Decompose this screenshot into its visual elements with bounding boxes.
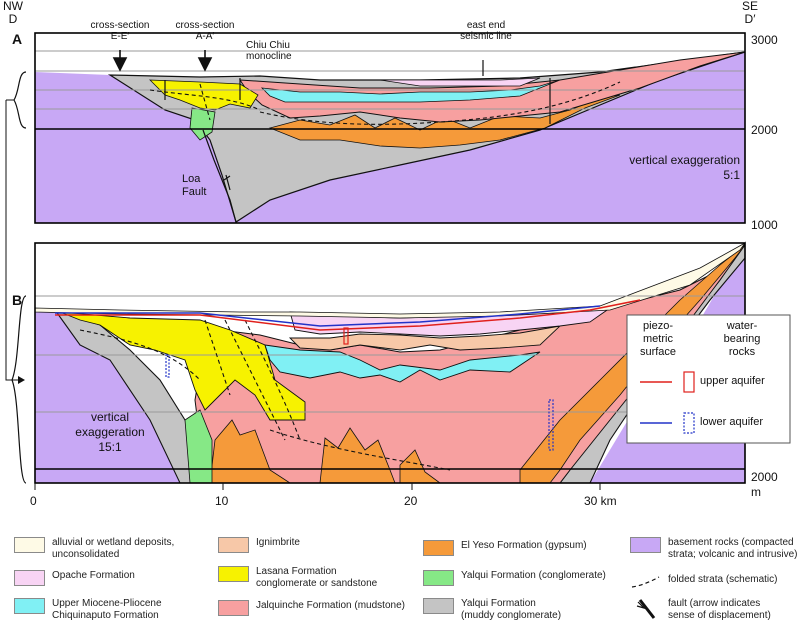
legend-swatch-yalqui-muddy bbox=[423, 598, 454, 614]
legend-label: Upper Miocene-Pliocene Chiquinaputo Form… bbox=[52, 598, 162, 621]
callout-chiu-chiu-monocline: Chiu Chiu monocline bbox=[246, 40, 292, 62]
legend-label: Jalquinche Formation (mudstone) bbox=[256, 600, 405, 611]
legend-item-opache: Opache Formation bbox=[14, 570, 135, 586]
lower-aquifer-well-1 bbox=[165, 354, 170, 378]
x-tick-30: 30 km bbox=[584, 494, 617, 508]
panel-b bbox=[34, 241, 746, 484]
x-tick-20: 20 bbox=[404, 494, 418, 508]
legend-item-ignimbrite: Ignimbrite bbox=[218, 537, 300, 553]
panel-a-opache bbox=[379, 77, 541, 87]
legend-label: Ignimbrite bbox=[256, 537, 300, 548]
corner-left-label: NW D bbox=[3, 0, 23, 26]
dashed-line-icon bbox=[631, 576, 660, 588]
piezo-upper bbox=[55, 299, 641, 331]
panel-a-lasana bbox=[148, 79, 259, 111]
x-tick-10: 10 bbox=[215, 494, 229, 508]
panel-b-alluvial bbox=[34, 242, 746, 319]
key-upper-aquifer: upper aquifer bbox=[700, 375, 765, 387]
legend-swatch-lasana bbox=[218, 566, 249, 582]
legend-label: Yalqui Formation (conglomerate) bbox=[461, 570, 606, 581]
panel-b-basement bbox=[35, 243, 745, 483]
panel-b-chiquinaputo bbox=[264, 344, 541, 383]
legend-label: folded strata (schematic) bbox=[668, 574, 778, 585]
elev-a-1000: 1000 bbox=[751, 218, 778, 232]
elev-b-unit: m bbox=[751, 485, 761, 499]
legend-swatch-chiquinaputo bbox=[14, 598, 45, 614]
aquifer-key bbox=[626, 314, 791, 444]
panel-a-jalquinche bbox=[239, 51, 746, 123]
panel-b-label: B bbox=[12, 292, 23, 308]
panel-a bbox=[34, 32, 746, 224]
callout-cross-section-ee: cross-section E-E′ bbox=[90, 20, 150, 42]
legend-item-chiquinaputo: Upper Miocene-Pliocene Chiquinaputo Form… bbox=[14, 598, 162, 622]
panel-a-label: A bbox=[12, 31, 23, 47]
legend-label: Yalqui Formation (muddy conglomerate) bbox=[461, 598, 562, 621]
x-axis bbox=[34, 483, 601, 490]
elev-b-2000: 2000 bbox=[751, 470, 778, 484]
legend-label: alluvial or wetland deposits, unconsolid… bbox=[52, 537, 175, 560]
key-water-header: water- bearing rocks bbox=[723, 320, 761, 358]
callout-cross-section-aa: cross-section A-A′ bbox=[175, 20, 235, 42]
legend-swatch-basement bbox=[630, 537, 661, 553]
callout-seismic-line: east end seismic line bbox=[460, 20, 512, 42]
legend-label: fault (arrow indicates sense of displace… bbox=[668, 598, 771, 621]
panel-b-exaggeration: vertical exaggeration 15:1 bbox=[75, 410, 145, 454]
legend-item-jalquinche: Jalquinche Formation (mudstone) bbox=[218, 600, 405, 616]
arrow-cs-ee bbox=[112, 50, 128, 72]
legend-label: Opache Formation bbox=[52, 570, 135, 581]
lower-aquifer-well-2 bbox=[548, 399, 554, 451]
key-piezo-header: piezo- metric surface bbox=[639, 320, 677, 358]
piezo-lower bbox=[55, 305, 601, 327]
upper-aquifer-well bbox=[343, 327, 349, 345]
elev-a-2000: 2000 bbox=[751, 123, 778, 137]
legend-swatch-el-yeso bbox=[423, 540, 454, 556]
legend-swatch-alluvial bbox=[14, 537, 45, 553]
legend-item-lasana: Lasana Formation conglomerate or sandsto… bbox=[218, 566, 377, 590]
legend-item-basement: basement rocks (compacted strata; volcan… bbox=[630, 537, 798, 561]
panel-a-chiquinaputo bbox=[260, 79, 561, 103]
legend-item-yalqui-muddy: Yalqui Formation (muddy conglomerate) bbox=[423, 598, 561, 622]
legend-label: El Yeso Formation (gypsum) bbox=[461, 540, 587, 551]
legend-label: Lasana Formation conglomerate or sandsto… bbox=[256, 566, 378, 589]
loa-fault-label: Loa Fault bbox=[182, 173, 207, 198]
legend-item-yalqui-cong: Yalqui Formation (conglomerate) bbox=[423, 570, 606, 586]
elev-a-3000: 3000 bbox=[751, 33, 778, 47]
arrow-cs-aa bbox=[197, 50, 213, 72]
legend-swatch-opache bbox=[14, 570, 45, 586]
corner-right-label: SE D′ bbox=[741, 0, 758, 26]
legend-item-alluvial: alluvial or wetland deposits, unconsolid… bbox=[14, 537, 174, 561]
legend-item-fault: fault (arrow indicates sense of displace… bbox=[630, 598, 771, 622]
legend-item-folded-strata: folded strata (schematic) bbox=[630, 574, 778, 590]
key-lower-aquifer: lower aquifer bbox=[700, 416, 763, 428]
legend-swatch-jalquinche bbox=[218, 600, 249, 616]
legend-label: basement rocks (compacted strata; volcan… bbox=[668, 537, 798, 560]
panel-a-yalqui-cong bbox=[189, 107, 216, 141]
legend-swatch-ignimbrite bbox=[218, 537, 249, 553]
legend-item-el-yeso: El Yeso Formation (gypsum) bbox=[423, 540, 587, 556]
x-tick-0: 0 bbox=[30, 494, 37, 508]
panel-a-exaggeration: vertical exaggeration 5:1 bbox=[629, 153, 740, 182]
legend-swatch-yalqui-cong bbox=[423, 570, 454, 586]
fault-arrow-icon bbox=[636, 599, 656, 619]
panel-b-ignimbrite bbox=[288, 325, 562, 351]
